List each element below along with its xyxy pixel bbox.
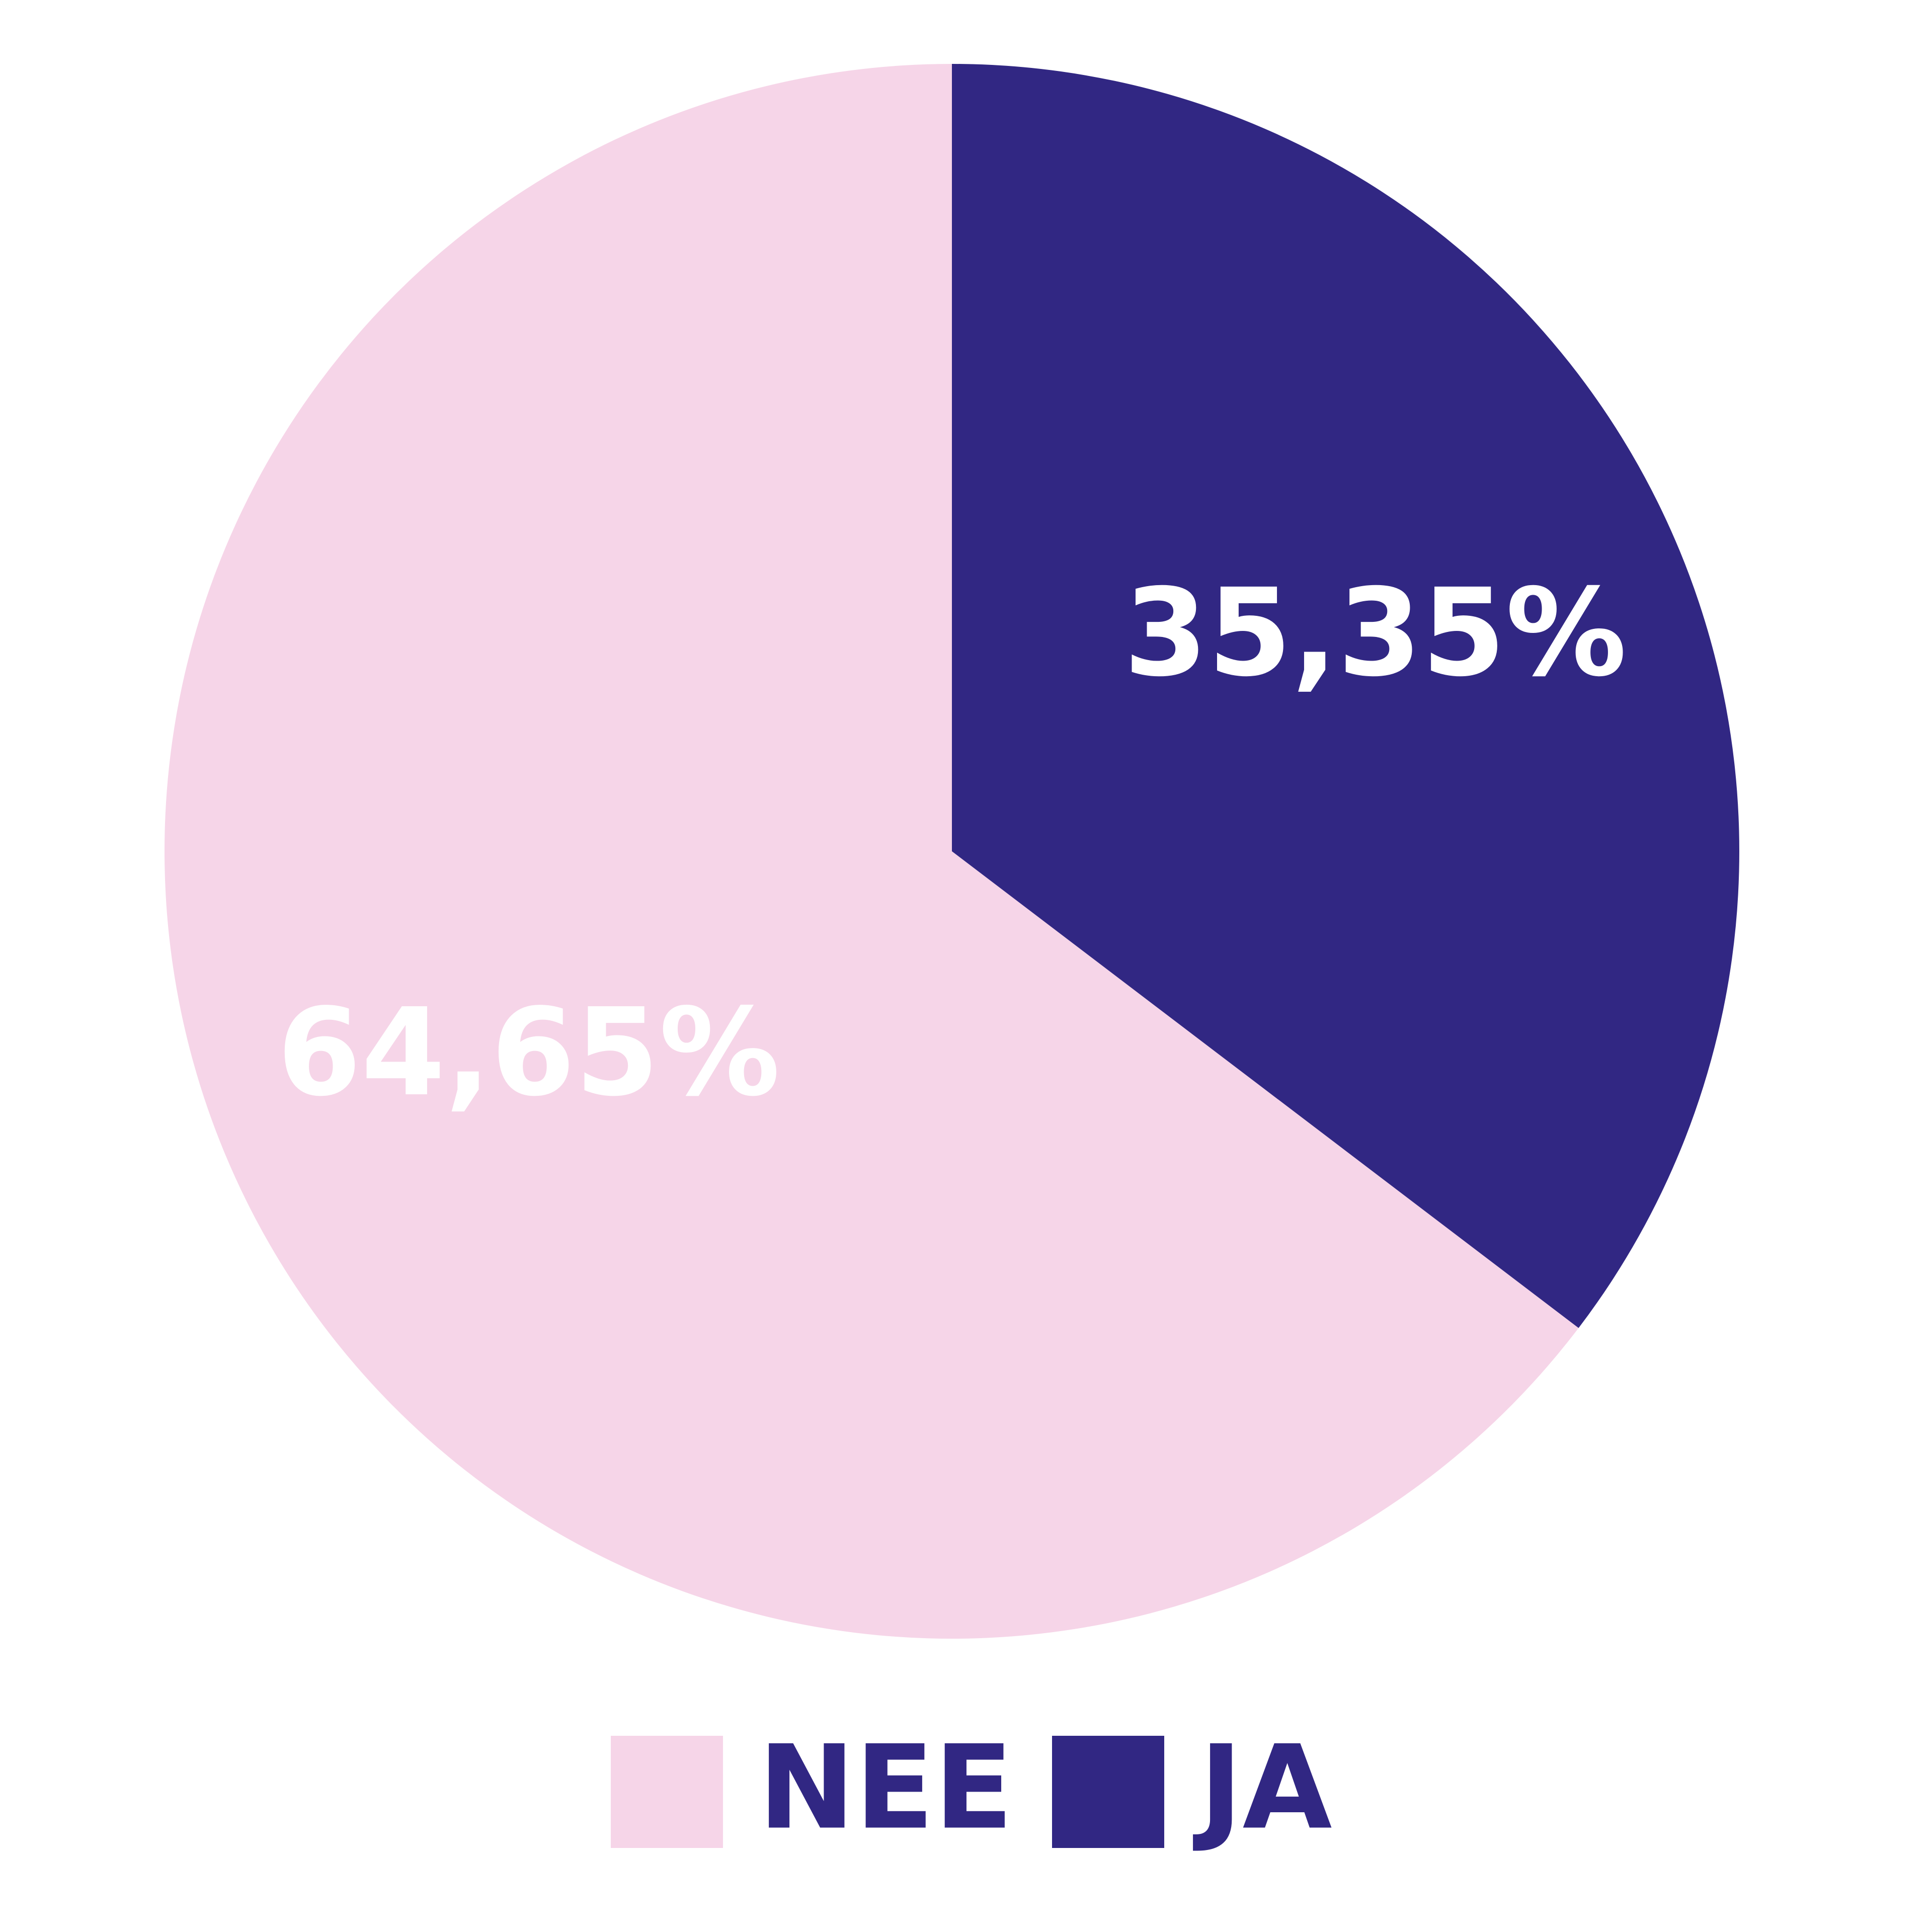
slice-label: 64,65% (277, 982, 780, 1123)
legend-swatch (1052, 1736, 1164, 1848)
legend-swatch (611, 1736, 723, 1848)
slice-label: 35,35% (1123, 562, 1627, 703)
legend-label: JA (1193, 1721, 1332, 1855)
pie-slice (164, 64, 1579, 1639)
pie-slice (952, 64, 1740, 1328)
legend-label: NEE (758, 1721, 1013, 1855)
